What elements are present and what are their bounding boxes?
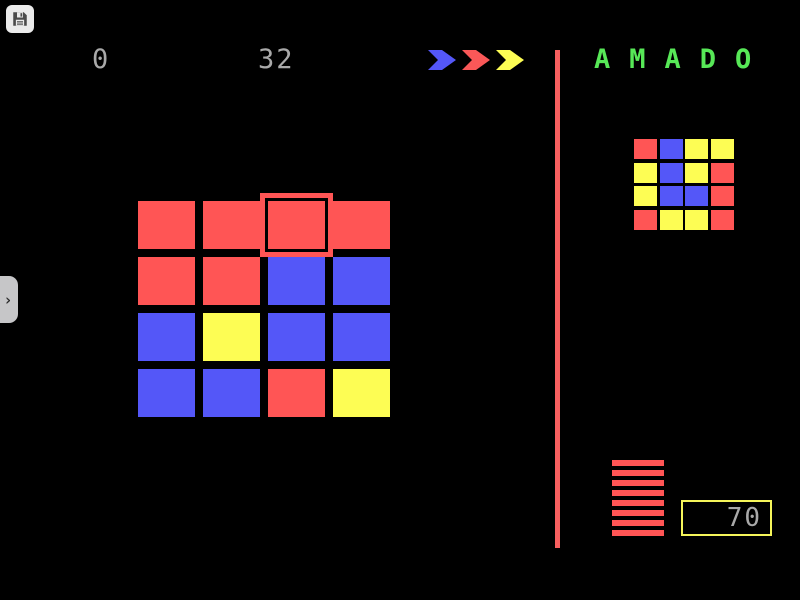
moves-counter: 32 [258, 44, 295, 75]
chevron-right-icon: › [3, 290, 13, 309]
target-cell-0-1 [659, 139, 683, 159]
score-value: 70 [726, 503, 762, 533]
gauge-stripe [612, 470, 664, 476]
target-cell-1-1 [659, 162, 683, 183]
target-cell-1-3 [710, 162, 734, 183]
blue-arrow-icon [428, 50, 456, 70]
target-cell-2-1 [659, 186, 683, 206]
floppy-disk-icon [11, 10, 29, 28]
score-box: 70 [681, 500, 772, 536]
target-cell-0-0 [634, 139, 657, 159]
gauge-stripe [612, 510, 664, 516]
stripe-gauge [612, 460, 664, 536]
target-cell-3-3 [710, 209, 734, 230]
gauge-stripe [612, 530, 664, 536]
puzzle-board[interactable] [138, 201, 390, 417]
target-cell-2-3 [710, 186, 734, 206]
board-cell-1-2[interactable] [268, 257, 325, 305]
board-cell-3-3[interactable] [333, 369, 390, 417]
board-cell-2-3[interactable] [333, 313, 390, 361]
target-cell-2-2 [685, 186, 708, 206]
gauge-stripe [612, 490, 664, 496]
target-cell-3-1 [659, 209, 683, 230]
gauge-stripe [612, 460, 664, 466]
board-cell-2-0[interactable] [138, 313, 195, 361]
board-cell-0-3[interactable] [333, 201, 390, 249]
board-cell-3-1[interactable] [203, 369, 260, 417]
color-arrows [428, 50, 524, 70]
game-title: AMADO [594, 44, 771, 75]
board-cell-3-0[interactable] [138, 369, 195, 417]
red-arrow-icon [462, 50, 490, 70]
gauge-stripe [612, 500, 664, 506]
board-cell-1-3[interactable] [333, 257, 390, 305]
save-button[interactable] [6, 5, 34, 33]
target-cell-0-2 [685, 139, 708, 159]
side-panel-toggle[interactable]: › [0, 276, 18, 323]
gauge-stripe [612, 520, 664, 526]
target-cell-3-2 [685, 209, 708, 230]
vertical-divider [555, 50, 560, 548]
board-cell-0-0[interactable] [138, 201, 195, 249]
gauge-stripe [612, 480, 664, 486]
board-cell-1-0[interactable] [138, 257, 195, 305]
board-cell-2-1[interactable] [203, 313, 260, 361]
target-cell-2-0 [634, 186, 657, 206]
board-cell-1-1[interactable] [203, 257, 260, 305]
board-cell-0-1[interactable] [203, 201, 260, 249]
level-counter: 0 [92, 44, 111, 75]
board-cell-0-2[interactable] [268, 201, 325, 249]
target-cell-1-0 [634, 162, 657, 183]
target-cell-3-0 [634, 209, 657, 230]
target-cell-1-2 [685, 162, 708, 183]
yellow-arrow-icon [496, 50, 524, 70]
board-cell-3-2[interactable] [268, 369, 325, 417]
board-cell-2-2[interactable] [268, 313, 325, 361]
target-cell-0-3 [710, 139, 734, 159]
target-pattern-grid [634, 139, 734, 230]
